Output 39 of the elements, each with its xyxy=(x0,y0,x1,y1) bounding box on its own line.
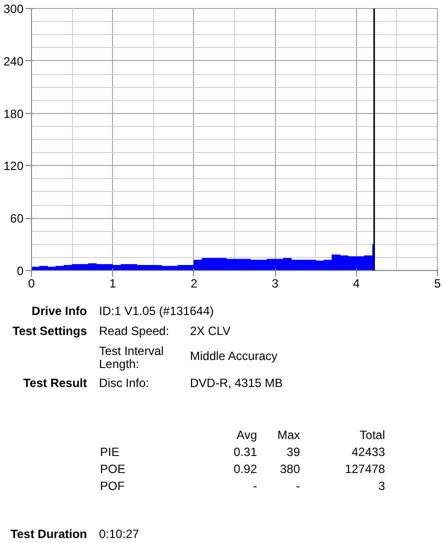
text: Max xyxy=(277,428,300,442)
text: Avg xyxy=(236,428,257,442)
x-tick-label: 4 xyxy=(352,276,360,290)
text: 42433 xyxy=(352,445,385,459)
text: 3 xyxy=(378,479,385,493)
text: 0:10:27 xyxy=(99,527,140,541)
text: Disc Info: xyxy=(99,376,150,390)
text: POF xyxy=(100,479,125,493)
text: POE xyxy=(100,462,126,476)
y-tick-label: 0 xyxy=(16,264,24,278)
x-tick-label: 5 xyxy=(434,276,442,290)
x-tick-label: 2 xyxy=(190,276,198,290)
text: Test Result xyxy=(23,376,87,390)
y-tick-label: 180 xyxy=(3,106,24,121)
text: Total xyxy=(360,428,385,442)
text: ID:1 V1.05 (#131644) xyxy=(99,304,214,318)
text: 2X CLV xyxy=(190,324,230,338)
text: 380 xyxy=(280,462,300,476)
text: Test Duration xyxy=(10,527,87,541)
text: Drive Info xyxy=(32,304,87,318)
text: 127478 xyxy=(344,462,385,476)
text: DVD-R, 4315 MB xyxy=(190,376,283,390)
text: PIE xyxy=(100,445,120,459)
text: Read Speed: xyxy=(99,324,170,338)
y-tick-label: 240 xyxy=(3,54,24,68)
text: Test Interval Length: xyxy=(99,344,164,371)
x-tick-label: 3 xyxy=(272,276,279,290)
y-tick-label: 300 xyxy=(3,2,24,16)
y-tick-label: 60 xyxy=(10,212,24,226)
x-tick-label: 0 xyxy=(28,276,36,290)
text: 39 xyxy=(286,445,300,459)
text: Middle Accuracy xyxy=(190,349,278,363)
text: Test Settings xyxy=(12,324,87,338)
text: - xyxy=(253,479,257,493)
text: 0.31 xyxy=(234,445,257,459)
x-tick-label: 1 xyxy=(109,276,116,290)
y-tick-label: 120 xyxy=(3,159,24,174)
text: - xyxy=(296,479,300,493)
text: 0.92 xyxy=(234,462,257,476)
